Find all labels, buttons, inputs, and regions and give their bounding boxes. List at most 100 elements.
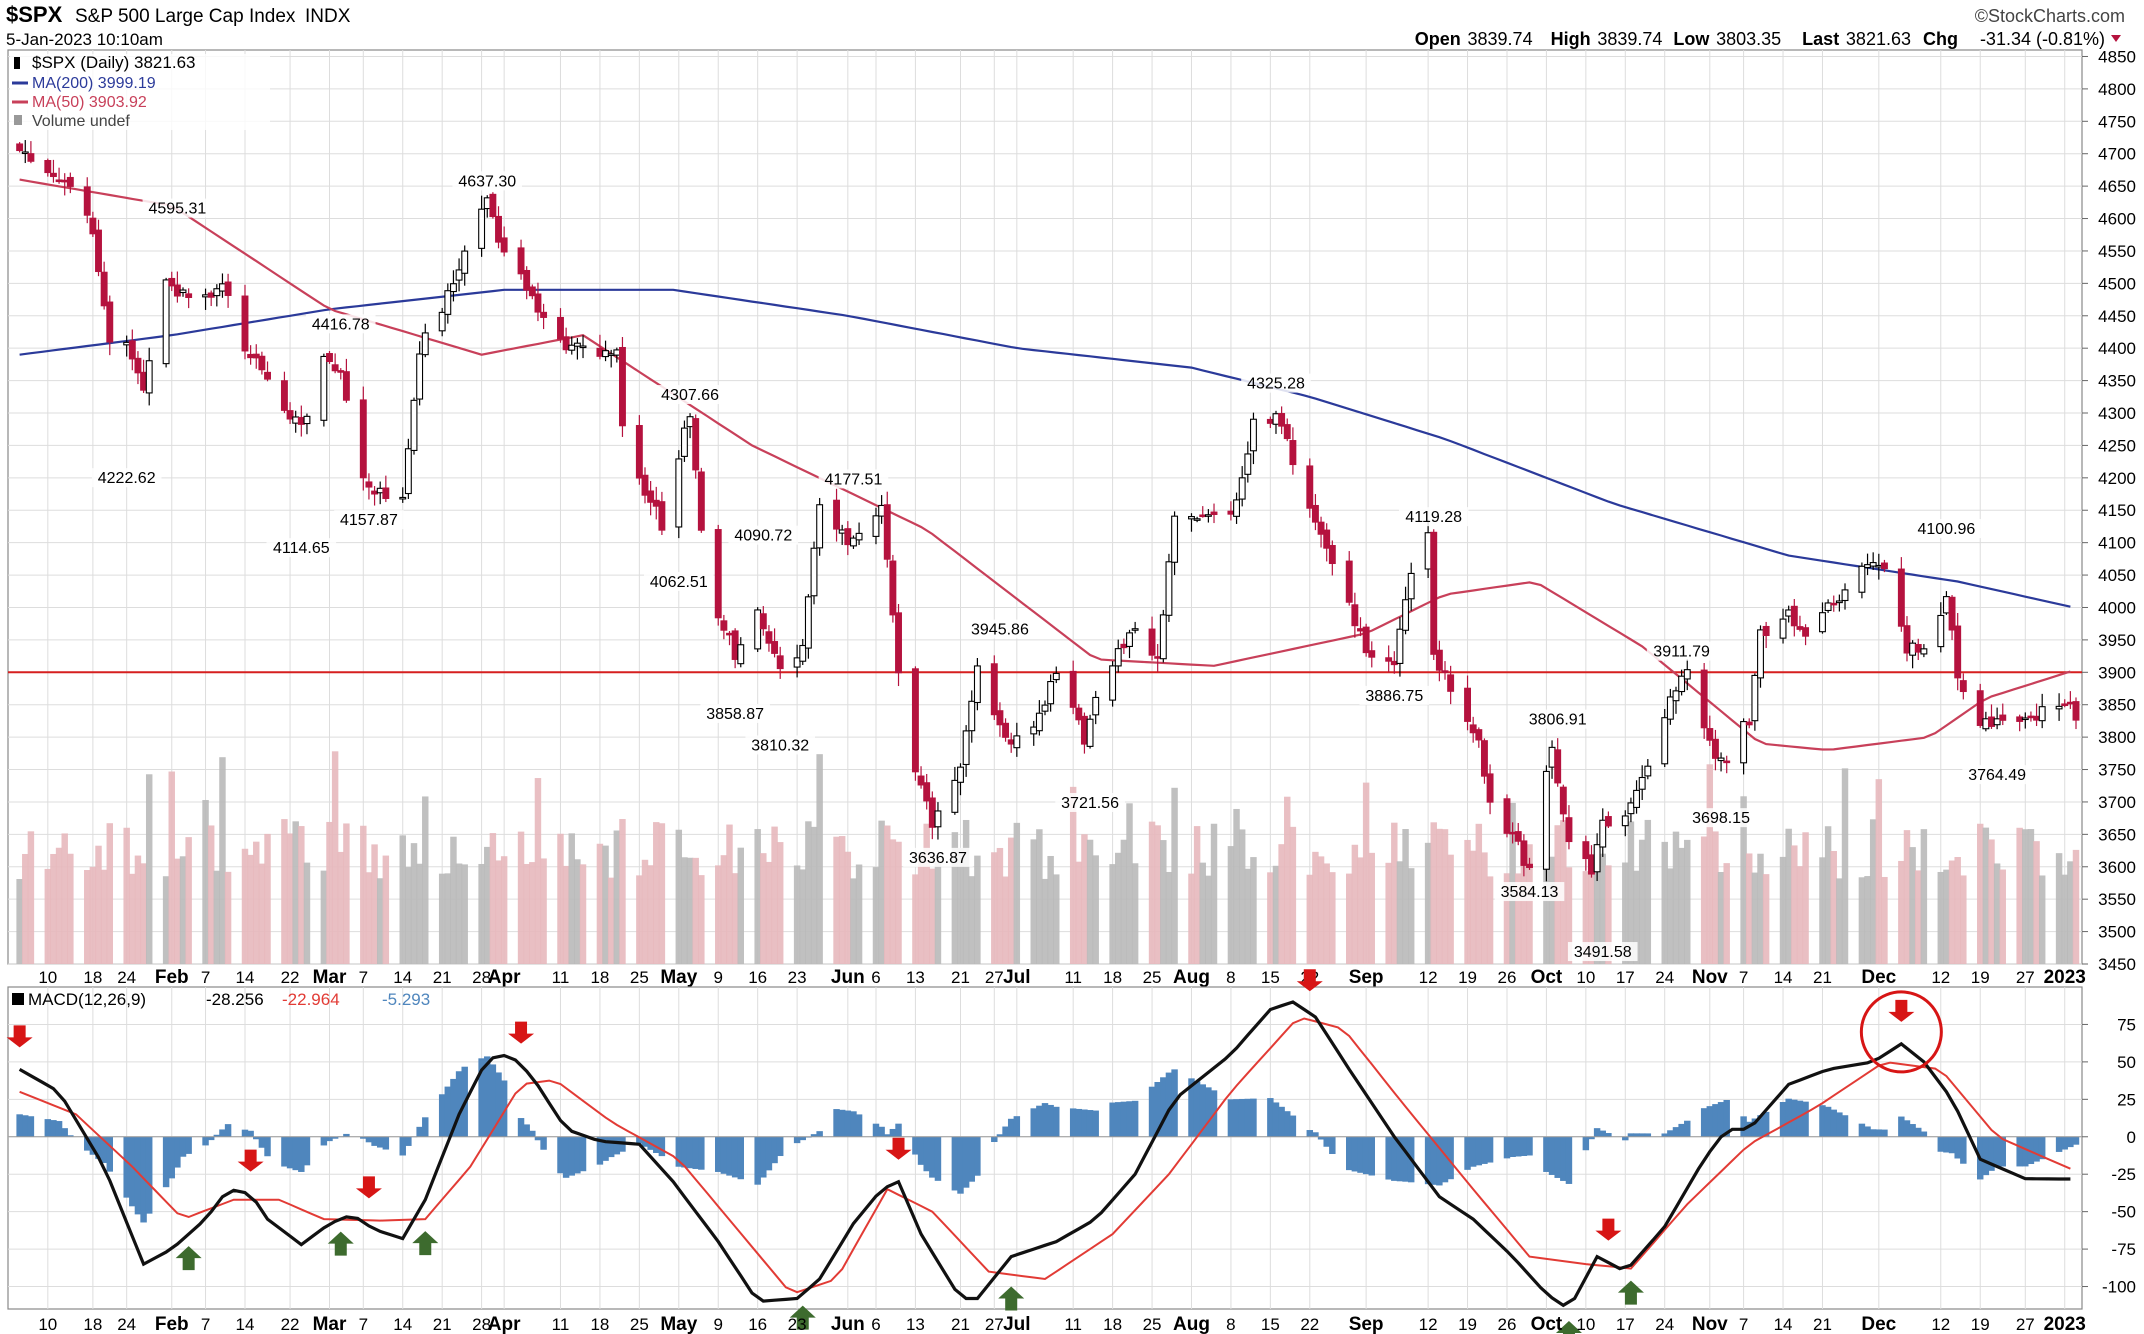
candle-body (996, 710, 1004, 726)
candle-body (483, 197, 491, 210)
macd-histogram-bar (720, 1136, 728, 1174)
x-tick-label: 13 (906, 1315, 925, 1334)
macd-histogram-bar (1948, 1136, 1956, 1154)
candle-body (1283, 424, 1291, 440)
annotation-bg (1686, 808, 1756, 828)
x-tick-label: 19 (1458, 968, 1477, 987)
macd-histogram-bar (1357, 1136, 1364, 1173)
macd-histogram-bar (1092, 1110, 1099, 1137)
candle-body (1266, 418, 1274, 424)
candle-body (1875, 564, 1883, 568)
x-tick-label: 27 (2016, 968, 2035, 987)
candle-body (337, 370, 345, 373)
volume-bar (1954, 857, 1961, 964)
volume-bar (241, 848, 249, 964)
change-down-icon (2111, 35, 2121, 42)
volume-bar (27, 831, 35, 964)
macd-histogram-bar (1706, 1106, 1714, 1137)
macd-histogram-bar (100, 1136, 108, 1163)
x-tick-label: Nov (1692, 967, 1728, 988)
volume-bar (1638, 839, 1646, 964)
macd-histogram-bar (450, 1078, 457, 1137)
macd-arrows (6, 969, 1943, 1334)
x-tick-label: 7 (359, 1315, 368, 1334)
macd-histogram-bar (1227, 1099, 1235, 1137)
candle-body (173, 284, 181, 297)
candle-body (1593, 844, 1601, 873)
quote-label: Low (1673, 29, 1710, 49)
candle-body (607, 353, 615, 356)
volume-bar (517, 831, 525, 964)
candle-body (1914, 643, 1922, 653)
volume-bar (771, 826, 778, 964)
volume-bar (376, 878, 384, 964)
annotation-bg (1911, 519, 1982, 539)
macd-histogram-bar (715, 1136, 722, 1172)
macd-histogram-bar (1819, 1105, 1826, 1137)
price-y-tick-label: 4750 (2098, 112, 2136, 131)
candle-body (1559, 786, 1567, 815)
volume-bar (382, 855, 390, 964)
candle-body (449, 283, 457, 293)
macd-histogram-bar (636, 1136, 643, 1144)
macd-histogram-bar (360, 1136, 367, 1139)
macd-histogram-bar (123, 1136, 130, 1198)
macd-histogram-bar (1909, 1124, 1916, 1137)
macd-histogram-bar (1115, 1102, 1122, 1137)
volume-swatch (14, 115, 22, 125)
macd-histogram-bar (765, 1136, 773, 1171)
volume-bar (1526, 844, 1533, 964)
macd-histogram-bar (320, 1136, 328, 1146)
volume-bar (529, 862, 536, 964)
volume-bar (917, 851, 925, 964)
candle-body (883, 504, 891, 560)
candle-body (1272, 413, 1280, 425)
macd-histogram-bar (405, 1136, 412, 1146)
volume-bar (22, 853, 29, 964)
candle-body (2021, 717, 2029, 721)
macd-histogram-bar (162, 1136, 170, 1188)
volume-bar (1053, 874, 1060, 964)
macd-histogram-bar (1233, 1099, 1240, 1137)
x-tick-label: 12 (1419, 968, 1438, 987)
volume-bar (1982, 827, 1990, 964)
macd-histogram-bar (292, 1136, 299, 1171)
candle-body (1514, 831, 1522, 842)
volume-bar (1131, 863, 1139, 964)
volume-bar (1402, 829, 1409, 964)
volume-bar (179, 856, 187, 964)
candle-body (1069, 670, 1077, 708)
volume-bar (1909, 847, 1916, 964)
volume-bar (2027, 829, 2035, 964)
macd-histogram-bar (44, 1119, 52, 1137)
volume-bar (1120, 839, 1128, 964)
macd-histogram-bar (2067, 1136, 2074, 1148)
candle-body (2027, 715, 2035, 719)
volume-bar (805, 821, 812, 964)
volume-bar (1819, 857, 1826, 964)
annotation-bg (1055, 792, 1125, 812)
macd-histogram-bar (776, 1136, 784, 1157)
quote-value: 3839.74 (1597, 29, 1662, 49)
macd-histogram-bar (55, 1121, 63, 1137)
candle-body (1683, 669, 1691, 680)
macd-histogram-bar (1627, 1133, 1635, 1137)
x-tick-label: Oct (1531, 1314, 1563, 1334)
macd-histogram-bar (1007, 1118, 1015, 1137)
macd-histogram-bar (50, 1120, 57, 1137)
volume-bar (129, 873, 136, 964)
macd-histogram-bar (1486, 1136, 1494, 1163)
volume-bar (168, 771, 175, 964)
volume-bar (1858, 877, 1866, 964)
volume-bar (1746, 853, 1753, 964)
legend-ma200: MA(200) 3999.19 (32, 75, 156, 92)
candle-body (1785, 609, 1793, 617)
candle-body (1604, 816, 1612, 827)
legend-volume: Volume undef (32, 113, 130, 130)
volume-bar (636, 875, 643, 964)
macd-histogram-bar (1582, 1136, 1590, 1151)
candle-body (444, 290, 452, 315)
x-tick-label: 11 (1064, 968, 1082, 987)
price-y-tick-label: 4450 (2098, 307, 2136, 326)
candle-body (264, 371, 271, 380)
